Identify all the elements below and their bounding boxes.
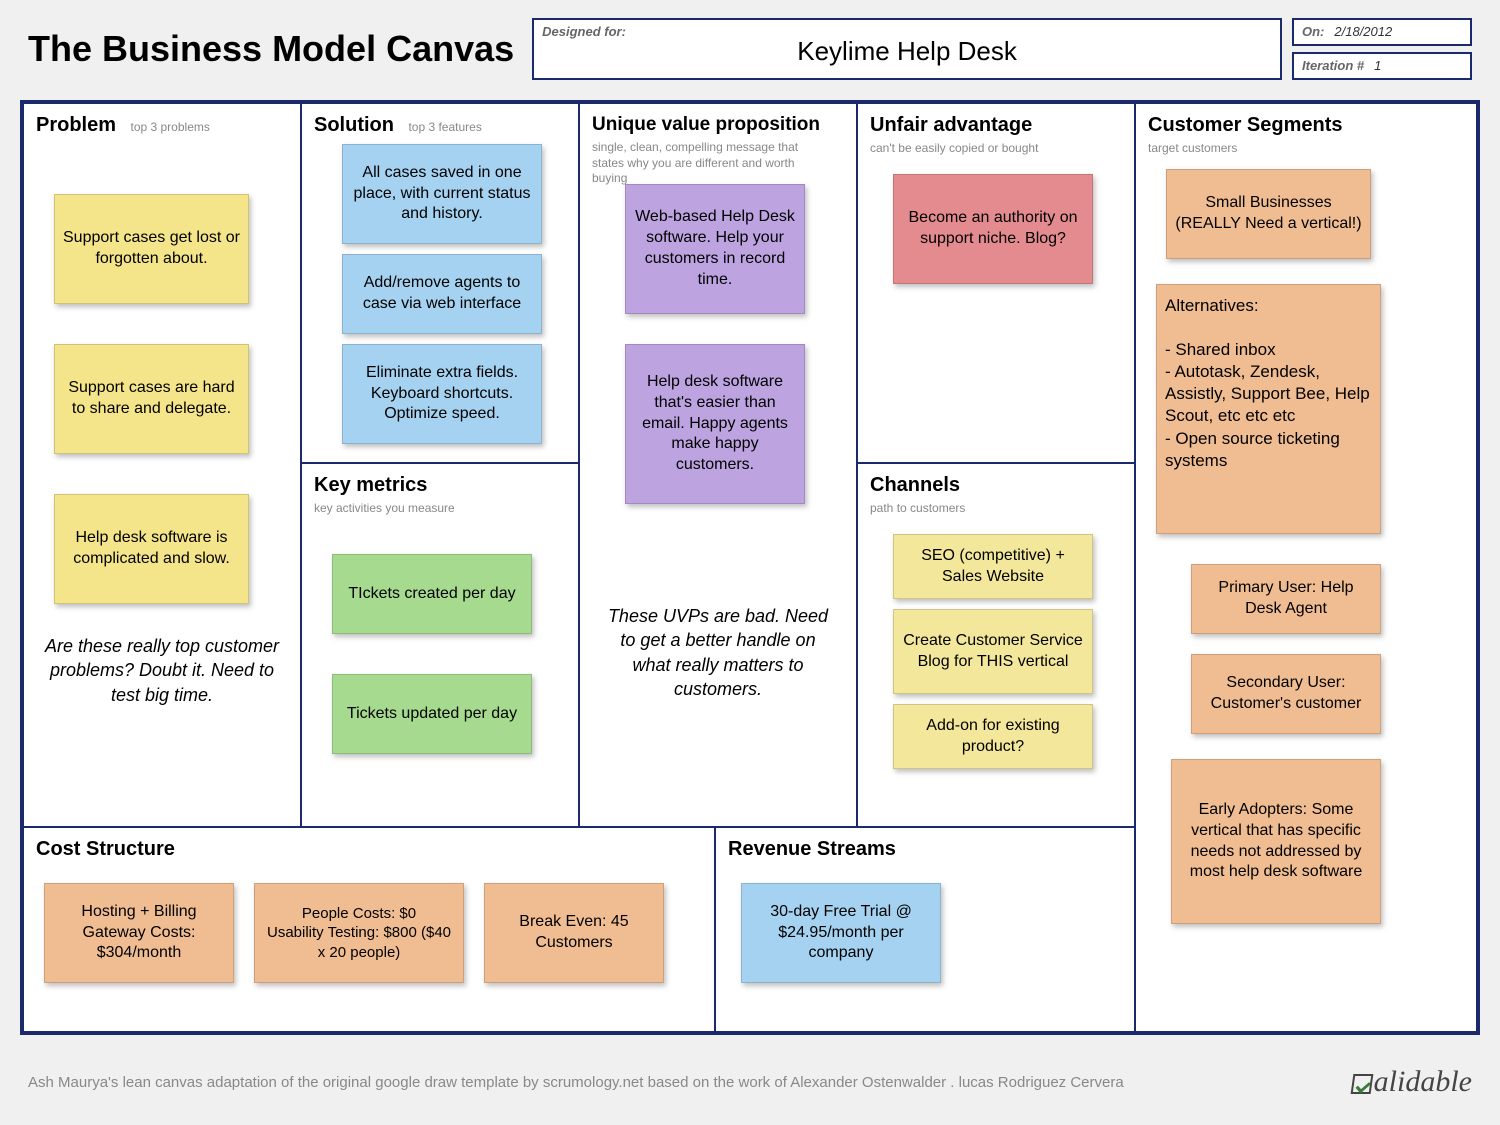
designed-for-value: Keylime Help Desk: [534, 20, 1280, 67]
segments-sub: target customers: [1148, 141, 1378, 157]
cell-problem: Problem top 3 problems Support cases get…: [24, 104, 300, 826]
cell-metrics: Key metrics key activities you measure T…: [302, 464, 578, 826]
metrics-note-2: Tickets updated per day: [332, 674, 532, 754]
designed-for-label: Designed for:: [542, 24, 626, 39]
solution-note-3: Eliminate extra fields. Keyboard shortcu…: [342, 344, 542, 444]
cell-revenue: Revenue Streams 30-day Free Trial @ $24.…: [716, 828, 1134, 1031]
segments-note-3: Primary User: Help Desk Agent: [1191, 564, 1381, 634]
uvp-italic: These UVPs are bad. Need to get a better…: [605, 604, 831, 701]
solution-note-1: All cases saved in one place, with curre…: [342, 144, 542, 244]
footer: Ash Maurya's lean canvas adaptation of t…: [28, 1065, 1472, 1099]
iteration-label: Iteration #: [1302, 58, 1364, 74]
cell-segments: Customer Segments target customers Small…: [1136, 104, 1476, 1031]
channels-note-1: SEO (competitive) + Sales Website: [893, 534, 1093, 599]
date-label: On:: [1302, 24, 1324, 40]
channels-note-2: Create Customer Service Blog for THIS ve…: [893, 609, 1093, 694]
problem-note-1: Support cases get lost or forgotten abou…: [54, 194, 249, 304]
advantage-title: Unfair advantage: [870, 114, 1032, 136]
cell-uvp: Unique value proposition single, clean, …: [580, 104, 856, 826]
cell-channels: Channels path to customers SEO (competit…: [858, 464, 1134, 826]
problem-sub: top 3 problems: [130, 120, 209, 134]
cost-note-1: Hosting + Billing Gateway Costs: $304/mo…: [44, 883, 234, 983]
header: The Business Model Canvas Designed for: …: [28, 18, 1472, 96]
channels-title: Channels: [870, 474, 960, 496]
iteration-value: 1: [1374, 58, 1381, 74]
cost-note-3: Break Even: 45 Customers: [484, 883, 664, 983]
cell-solution: Solution top 3 features All cases saved …: [302, 104, 578, 462]
date-box: On: 2/18/2012: [1292, 18, 1472, 46]
problem-title: Problem: [36, 114, 116, 136]
segments-note-5: Early Adopters: Some vertical that has s…: [1171, 759, 1381, 924]
segments-title: Customer Segments: [1148, 114, 1343, 136]
cost-title: Cost Structure: [36, 838, 175, 860]
iteration-box: Iteration # 1: [1292, 52, 1472, 80]
revenue-title: Revenue Streams: [728, 838, 896, 860]
brand-check-icon: [1350, 1074, 1373, 1094]
solution-note-2: Add/remove agents to case via web interf…: [342, 254, 542, 334]
channels-sub: path to customers: [870, 501, 1100, 517]
page-title: The Business Model Canvas: [28, 18, 532, 70]
advantage-sub: can't be easily copied or bought: [870, 141, 1100, 157]
uvp-title: Unique value proposition: [592, 114, 820, 135]
solution-title: Solution: [314, 114, 394, 136]
brand-text: alidable: [1374, 1065, 1472, 1098]
canvas-grid: Problem top 3 problems Support cases get…: [20, 100, 1480, 1035]
cell-advantage: Unfair advantage can't be easily copied …: [858, 104, 1134, 462]
problem-note-3: Help desk software is complicated and sl…: [54, 494, 249, 604]
revenue-note-1: 30-day Free Trial @ $24.95/month per com…: [741, 883, 941, 983]
segments-note-1: Small Businesses (REALLY Need a vertical…: [1166, 169, 1371, 259]
date-value: 2/18/2012: [1334, 24, 1392, 40]
uvp-note-2: Help desk software that's easier than em…: [625, 344, 805, 504]
footer-brand: alidable: [1352, 1065, 1472, 1099]
channels-note-3: Add-on for existing product?: [893, 704, 1093, 769]
solution-sub: top 3 features: [408, 120, 481, 134]
problem-italic: Are these really top customer problems? …: [42, 634, 282, 707]
metrics-title: Key metrics: [314, 474, 427, 496]
meta-boxes: On: 2/18/2012 Iteration # 1: [1292, 18, 1472, 80]
advantage-note-1: Become an authority on support niche. Bl…: [893, 174, 1093, 284]
segments-note-4: Secondary User: Customer's customer: [1191, 654, 1381, 734]
problem-note-2: Support cases are hard to share and dele…: [54, 344, 249, 454]
designed-for-box: Designed for: Keylime Help Desk: [532, 18, 1282, 80]
footer-credit: Ash Maurya's lean canvas adaptation of t…: [28, 1074, 1124, 1091]
metrics-note-1: TIckets created per day: [332, 554, 532, 634]
metrics-sub: key activities you measure: [314, 501, 544, 517]
cost-note-2: People Costs: $0 Usability Testing: $800…: [254, 883, 464, 983]
segments-note-2: Alternatives: - Shared inbox - Autotask,…: [1156, 284, 1381, 534]
uvp-note-1: Web-based Help Desk software. Help your …: [625, 184, 805, 314]
cell-cost: Cost Structure Hosting + Billing Gateway…: [24, 828, 714, 1031]
uvp-sub: single, clean, compelling message that s…: [592, 140, 822, 187]
